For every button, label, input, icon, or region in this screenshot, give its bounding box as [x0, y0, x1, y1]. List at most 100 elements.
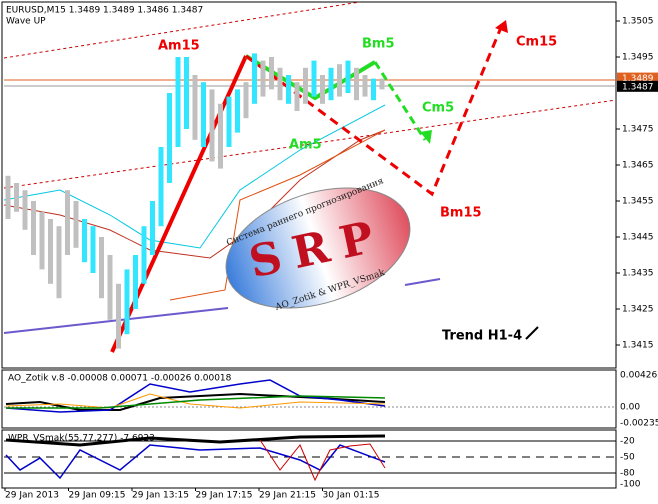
- label-cm5: Cm5: [422, 101, 454, 116]
- price-bar: [252, 53, 257, 104]
- price-tick-label: 1.3425: [622, 305, 654, 315]
- price-bar: [48, 219, 53, 284]
- price-bar: [133, 255, 138, 309]
- price-bar: [235, 89, 240, 133]
- price-bar: [311, 60, 317, 97]
- price-bar: [269, 57, 274, 90]
- ao-tick-label: -0.00235: [620, 419, 658, 429]
- price-bar: [243, 82, 249, 119]
- price-bar: [167, 93, 172, 183]
- price-bar: [294, 82, 300, 111]
- wpr-label: WPR_VSmak(55,77,277) -7.6923: [8, 434, 155, 444]
- label-bm15: Bm15: [440, 206, 482, 221]
- price-bar: [362, 75, 368, 97]
- ao-tick-label: 0.00: [620, 403, 640, 413]
- time-label: 29 Jan 2013: [5, 491, 59, 501]
- price-bar: [31, 201, 36, 255]
- label-am5: Am5: [289, 138, 322, 153]
- price-tick-label: 1.3475: [622, 125, 654, 135]
- price-bar: [209, 89, 215, 162]
- wpr-line: [5, 434, 386, 447]
- wpr-tick-label: -20: [620, 437, 635, 447]
- time-label: 29 Jan 13:15: [132, 491, 189, 501]
- price-bar: [201, 82, 206, 147]
- last-label: 1.3487: [622, 82, 654, 92]
- wpr-tick-label: -100: [620, 480, 641, 490]
- arrow-head: [495, 20, 508, 33]
- ao-line: [5, 392, 386, 411]
- time-label: 29 Jan 09:15: [69, 491, 126, 501]
- price-bar: [286, 75, 291, 104]
- wpr-tick-label: -50: [620, 453, 635, 463]
- price-bar: [328, 67, 334, 101]
- price-tick-label: 1.3445: [622, 233, 654, 243]
- price-bar: [22, 190, 28, 230]
- last-box: [617, 80, 658, 92]
- price-bar: [65, 190, 70, 255]
- label-cm15: Cm15: [516, 35, 557, 50]
- price-tick-label: 1.3415: [622, 341, 654, 351]
- indicator-name: Wave UP: [6, 17, 46, 27]
- price-tick-label: 1.3505: [622, 17, 654, 27]
- price-tick-label: 1.3455: [622, 197, 654, 207]
- price-bar: [124, 269, 130, 335]
- price-bar: [192, 75, 198, 140]
- price-bar: [5, 175, 11, 219]
- bid-box: [617, 72, 658, 84]
- price-bar: [56, 226, 62, 299]
- stop-line: [169, 129, 386, 301]
- arrow-head: [420, 130, 432, 144]
- price-bar: [82, 219, 87, 263]
- wpr-tick-label: -80: [620, 469, 635, 479]
- price-bar: [337, 64, 342, 97]
- price-bar: [14, 183, 19, 212]
- price-bar: [175, 57, 181, 147]
- price-bar: [99, 237, 104, 299]
- price-bar: [277, 67, 283, 101]
- price-bar: [371, 78, 376, 101]
- label-am15: Am15: [158, 39, 200, 54]
- price-tick-label: 1.3465: [622, 161, 654, 171]
- ao-line: [5, 379, 386, 413]
- time-label: 30 Jan 01:15: [323, 491, 380, 501]
- wpr-panel: [1, 429, 617, 489]
- logo-badge: [225, 187, 411, 309]
- price-tick-label: 1.3435: [622, 269, 654, 279]
- price-bar: [226, 96, 232, 147]
- ao-label: AO_Zotik v.8 -0.00008 0.00071 -0.00026 0…: [8, 374, 232, 384]
- price-bar: [116, 283, 121, 349]
- price-bar: [303, 67, 308, 104]
- price-bar: [345, 60, 351, 93]
- price-bar: [379, 78, 385, 90]
- price-bar: [260, 60, 266, 97]
- price-bar: [218, 103, 223, 169]
- ao-panel: [1, 369, 617, 429]
- ao-tick-label: 0.00426: [620, 371, 657, 381]
- time-label: 29 Jan 21:15: [259, 491, 316, 501]
- price-bar: [73, 201, 79, 248]
- ao-line: [6, 395, 386, 409]
- price-bar: [158, 147, 164, 227]
- price-bar: [107, 255, 113, 320]
- channel-line: [3, 1, 361, 59]
- main-panel: [1, 1, 617, 369]
- symbol-line: EURUSD,M15 1.3489 1.3489 1.3486 1.3487: [6, 6, 203, 16]
- wave-cm5: [373, 61, 427, 141]
- label-bm5: Bm5: [362, 37, 395, 52]
- ao-line: [5, 393, 386, 409]
- channel-line: [3, 99, 617, 189]
- time-label: 29 Jan 17:15: [196, 491, 253, 501]
- trend-arrow: [525, 326, 539, 340]
- price-tick-label: 1.3495: [622, 53, 654, 63]
- price-bar: [90, 226, 96, 273]
- price-bar: [354, 67, 359, 101]
- bid-label: 1.3489: [622, 74, 654, 84]
- price-bar: [320, 75, 325, 104]
- label-trend: Trend H1-4: [442, 329, 522, 344]
- wpr-line: [259, 439, 386, 482]
- price-bar: [184, 57, 189, 129]
- price-bar: [141, 226, 147, 284]
- price-bar: [39, 211, 45, 270]
- price-bar: [150, 201, 155, 255]
